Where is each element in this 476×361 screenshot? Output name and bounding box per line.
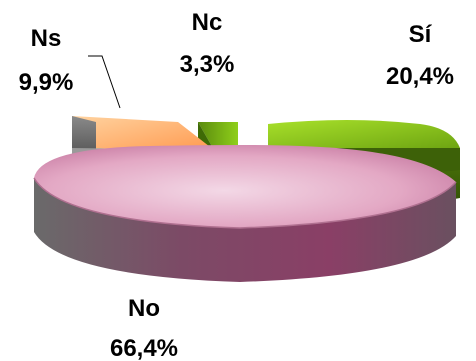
label-nc-value: 3,3% — [180, 51, 235, 78]
pie-slice-no — [33, 145, 457, 282]
label-ns-name: Ns — [31, 25, 62, 52]
label-no-name: No — [128, 295, 160, 322]
label-no-value: 66,4% — [110, 335, 178, 361]
label-si-name: Sí — [409, 21, 433, 48]
label-ns-value: 9,9% — [19, 69, 74, 96]
label-si-value: 20,4% — [386, 63, 454, 90]
ns-leader-line — [88, 55, 121, 109]
label-nc-name: Nc — [192, 9, 223, 36]
